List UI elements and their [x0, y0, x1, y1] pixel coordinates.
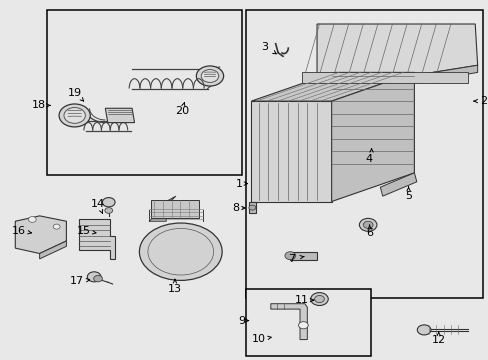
Circle shape [201, 69, 218, 82]
Text: 14: 14 [91, 199, 105, 210]
Bar [246, 10, 482, 298]
Circle shape [298, 321, 307, 329]
Text: 6: 6 [366, 228, 372, 238]
Bar [47, 10, 241, 175]
Polygon shape [365, 65, 477, 90]
Text: 19: 19 [68, 88, 82, 98]
Text: 3: 3 [261, 42, 268, 51]
Polygon shape [15, 216, 66, 253]
Polygon shape [251, 72, 413, 101]
Text: 20: 20 [174, 106, 188, 116]
Polygon shape [331, 72, 413, 202]
Text: 11: 11 [294, 295, 308, 305]
Text: 5: 5 [404, 191, 411, 201]
Text: 12: 12 [431, 334, 445, 345]
Circle shape [248, 205, 255, 210]
Circle shape [196, 66, 223, 86]
Text: 17: 17 [70, 276, 84, 286]
Circle shape [104, 208, 112, 213]
Circle shape [59, 104, 90, 127]
Text: 9: 9 [238, 316, 245, 325]
Text: 8: 8 [232, 203, 239, 213]
Circle shape [363, 221, 372, 228]
Circle shape [359, 219, 376, 231]
Bar [246, 289, 370, 356]
Circle shape [94, 275, 102, 282]
Text: 1: 1 [235, 179, 242, 189]
Circle shape [53, 224, 60, 229]
Text: 18: 18 [32, 100, 45, 111]
Polygon shape [40, 241, 66, 259]
Text: 4: 4 [365, 154, 371, 164]
Polygon shape [149, 196, 176, 221]
Circle shape [64, 108, 85, 123]
Circle shape [285, 252, 295, 260]
Circle shape [314, 296, 324, 303]
Polygon shape [316, 24, 477, 83]
Polygon shape [105, 108, 134, 123]
Text: 15: 15 [76, 226, 90, 236]
Polygon shape [380, 173, 416, 196]
Circle shape [102, 198, 115, 207]
Text: 13: 13 [167, 284, 182, 294]
Text: 2: 2 [479, 96, 487, 106]
Polygon shape [302, 72, 467, 83]
Text: 10: 10 [251, 334, 265, 344]
Bar [290, 252, 316, 260]
Circle shape [310, 293, 327, 306]
Polygon shape [270, 304, 306, 339]
Circle shape [416, 325, 430, 335]
Bar [248, 202, 255, 213]
Circle shape [28, 217, 36, 222]
Circle shape [87, 272, 101, 282]
Text: 7: 7 [287, 254, 294, 264]
Bar [150, 201, 199, 218]
Polygon shape [251, 101, 331, 202]
Text: 16: 16 [12, 226, 26, 236]
Polygon shape [79, 220, 115, 259]
Ellipse shape [139, 223, 222, 280]
